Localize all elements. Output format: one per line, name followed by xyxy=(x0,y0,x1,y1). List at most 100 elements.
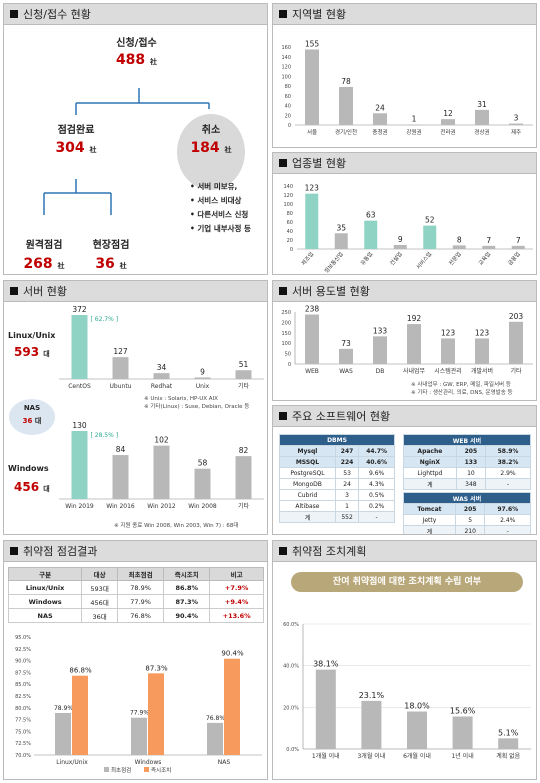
cell: - xyxy=(484,525,531,534)
onsite-label: 현장점검 xyxy=(92,240,130,251)
was-table-wrap: WAS 서버 Tomcat 205 97.6% Jetty 5 2.4% 계 210- xyxy=(403,492,531,534)
bar xyxy=(452,716,473,749)
bar xyxy=(131,717,147,755)
data-label: 127 xyxy=(113,347,128,356)
percent-callout: [ 62.7% ] xyxy=(91,316,119,323)
data-label: 84 xyxy=(116,445,126,454)
legend-swatch xyxy=(104,767,109,772)
usage-notes: ※ 사내업무 : GW, ERP, 메일, 파일서버 등 ※ 기타 : 생산관리… xyxy=(411,381,513,397)
data-label: 123 xyxy=(305,184,320,193)
bar xyxy=(55,712,71,755)
data-label: 90.4% xyxy=(221,650,244,658)
reason-item: • 다른서비스 신청 xyxy=(190,210,249,219)
cell: 10 xyxy=(455,467,487,479)
col-header: 최초점검 xyxy=(117,567,165,581)
data-label: 58 xyxy=(198,459,208,468)
cell: 2.4% xyxy=(484,514,531,526)
reason-item: • 서비스 비대상 xyxy=(190,196,242,205)
y-tick-label: 0.0% xyxy=(286,747,299,753)
panel-title: 취약점 점검결과 xyxy=(23,545,98,558)
data-label: 12 xyxy=(443,109,453,118)
y-tick-label: 75.0% xyxy=(15,729,31,735)
cell: MongoDB xyxy=(279,478,336,490)
panel-header: 신청/접수 현황 xyxy=(4,4,267,25)
cell: 53 xyxy=(334,467,360,479)
cell: Linux/Unix xyxy=(7,580,83,595)
y-tick-label: 0 xyxy=(290,247,293,253)
cell: - xyxy=(485,478,531,490)
y-tick-label: 100 xyxy=(281,341,291,347)
x-tick-label: 1개월 이내 xyxy=(312,752,340,760)
data-label: 238 xyxy=(305,304,320,313)
x-tick-label: 기타 xyxy=(238,502,250,510)
bar xyxy=(71,431,88,499)
remote-label: 원격점검 xyxy=(25,240,63,251)
web-table-wrap: WEB 서버 Apache 205 58.9% NginX 133 38.2% Ligh… xyxy=(403,434,531,490)
cell: Altibase xyxy=(279,500,336,512)
was-header: WAS 서버 xyxy=(403,492,531,504)
done-value: 304 社 xyxy=(55,140,97,156)
bar xyxy=(235,370,252,379)
cell: 133 xyxy=(455,456,487,468)
data-label: 7 xyxy=(486,236,491,245)
bar xyxy=(207,722,223,755)
total-label: 신청/접수 xyxy=(116,38,157,49)
data-label: 123 xyxy=(475,328,490,337)
cell: 4.3% xyxy=(358,478,395,490)
web-header: WEB 서버 xyxy=(403,434,531,446)
vuln-panel: 취약점 점검결과 구분 대상 최초점검 즉시조치 비고 Linux/Unix 5… xyxy=(3,540,268,780)
cell: Mysql xyxy=(279,445,336,457)
panel-header: 업종별 현황 xyxy=(273,153,536,174)
y-tick-label: 60 xyxy=(285,94,291,100)
linux-os-chart: 372 CentOS 127 Ubuntu 34 Redhat 9 Unix 51 기타 [ 62.… xyxy=(59,305,264,390)
percent-callout: [ 28.5% ] xyxy=(91,432,119,439)
note-line: ※ 사내업무 : GW, ERP, 메일, 파일서버 등 xyxy=(411,382,511,388)
data-label: 123 xyxy=(441,328,456,337)
data-label: 192 xyxy=(407,314,422,323)
bar xyxy=(407,324,421,364)
panel-header: 취약점 점검결과 xyxy=(4,541,267,562)
cell: 205 xyxy=(455,445,487,457)
panel-header: 지역별 현황 xyxy=(273,4,536,25)
bar xyxy=(373,336,387,364)
y-tick-label: 60 xyxy=(287,220,293,226)
x-tick-label: 개발서버 xyxy=(471,367,493,375)
bar xyxy=(72,675,88,755)
web-table: WEB 서버 Apache 205 58.9% NginX 133 38.2% Ligh… xyxy=(403,434,531,490)
windows-note: ※ 지원 종료 Win 2008, Win 2003, Win 7) : 68대 xyxy=(114,523,239,529)
x-tick-label: Win 2012 xyxy=(147,503,176,510)
y-tick-label: 70.0% xyxy=(15,753,31,759)
cell: 24 xyxy=(334,478,360,490)
data-label: 133 xyxy=(373,326,388,335)
bar xyxy=(194,468,211,499)
action-banner: 잔여 취약점에 대한 조치계획 수립 여부 xyxy=(291,572,523,592)
bar xyxy=(194,377,211,379)
x-tick-label: 서울 xyxy=(307,128,317,136)
panel-title: 서버 현황 xyxy=(23,285,67,298)
dbms-table-wrap: DBMS Mysql 247 44.7% MSSQL 224 40.6% Postgre… xyxy=(279,434,395,523)
cell: 계 xyxy=(403,478,457,490)
cancel-reasons: • 서버 미보유, • 서비스 비대상 • 다른서비스 신청 • 기업 내부사정… xyxy=(190,180,251,236)
cell: 87.3% xyxy=(163,594,211,609)
done-label: 점검완료 xyxy=(57,125,95,136)
cell: 1 xyxy=(334,500,360,512)
x-tick-label: Win 2019 xyxy=(65,503,94,510)
y-tick-label: 80 xyxy=(287,211,293,217)
data-label: 8 xyxy=(457,235,462,244)
x-tick-label: 강원권 xyxy=(406,128,421,136)
onsite-value: 36 社 xyxy=(95,256,127,272)
legend-label: 즉시조치 xyxy=(151,766,171,774)
data-label: 51 xyxy=(239,360,249,369)
x-tick-label: Windows xyxy=(135,759,162,766)
x-tick-label: WAS xyxy=(339,368,353,375)
bar xyxy=(373,113,387,125)
server-panel: 서버 현황 Linux/Unix 593 대 NAS 36 대 Windows … xyxy=(3,280,268,535)
col-header: 즉시조치 xyxy=(163,567,211,581)
x-tick-label: 제조업 xyxy=(299,250,315,267)
remote-value: 268 社 xyxy=(23,256,65,272)
bar xyxy=(334,233,348,249)
cell: 38.2% xyxy=(485,456,531,468)
data-label: 372 xyxy=(72,305,87,314)
data-label: 87.3% xyxy=(145,664,168,672)
bar xyxy=(407,124,421,126)
